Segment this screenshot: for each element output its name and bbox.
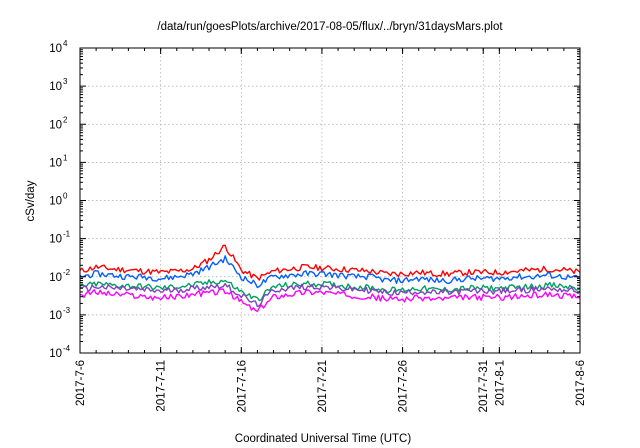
y-axis-label: cSv/day (25, 180, 37, 221)
x-tick-label: 2017-7-6 (75, 360, 87, 406)
y-tick-label: 10 (49, 272, 62, 284)
x-tick-label: 2017-8-1 (494, 360, 506, 406)
grid (80, 48, 580, 353)
x-tick-label: 2017-7-16 (236, 360, 248, 412)
x-tick-label: 2017-7-31 (478, 360, 490, 412)
series-line-1 (79, 244, 581, 281)
x-tick-label: 2017-7-26 (398, 360, 410, 412)
y-tick-label: 10 (49, 348, 62, 360)
x-axis-label: Coordinated Universal Time (UTC) (235, 433, 412, 445)
y-tick-exponent: -3 (63, 306, 71, 315)
series-layer (79, 244, 581, 313)
series-line-3 (79, 279, 581, 302)
y-tick-label: 10 (49, 119, 62, 131)
y-tick-exponent: -1 (63, 230, 71, 239)
y-tick-label: 10 (49, 196, 62, 208)
y-tick-exponent: 2 (63, 115, 68, 124)
series-line-4 (79, 282, 581, 308)
x-tick-label: 2017-7-11 (156, 360, 168, 412)
series-line-5 (79, 288, 581, 313)
y-tick-exponent: 3 (63, 77, 68, 86)
x-tick-label: 2017-7-21 (317, 360, 329, 412)
y-tick-label: 10 (49, 81, 62, 93)
y-tick-label: 10 (49, 157, 62, 169)
chart-title: /data/run/goesPlots/archive/2017-08-05/f… (157, 21, 503, 33)
y-tick-exponent: -2 (63, 268, 71, 277)
y-tick-exponent: 0 (63, 192, 68, 201)
x-tick-label: 2017-8-6 (575, 360, 587, 406)
y-tick-label: 10 (49, 310, 62, 322)
y-tick-label: 10 (49, 234, 62, 246)
y-tick-exponent: 4 (63, 39, 68, 48)
y-tick-exponent: 1 (63, 153, 68, 162)
y-tick-exponent: -4 (63, 344, 71, 353)
series-line-2 (79, 255, 581, 289)
y-tick-label: 10 (49, 43, 62, 55)
